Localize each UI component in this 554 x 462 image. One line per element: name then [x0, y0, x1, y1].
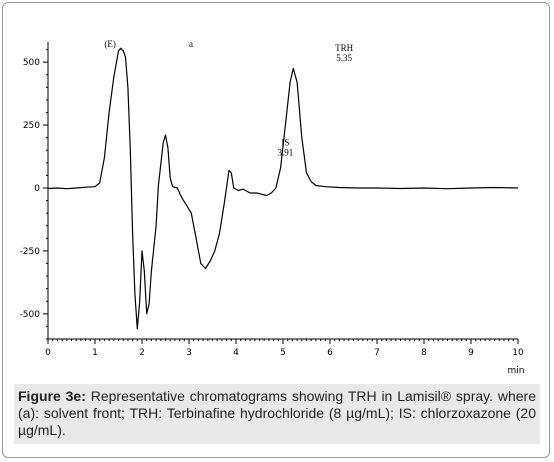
x-tick-label: 4: [233, 348, 239, 358]
x-tick-label: 1: [92, 348, 98, 358]
chart-marks: [47, 47, 519, 330]
x-tick-label: 7: [374, 348, 380, 358]
x-tick-label: 10: [512, 348, 524, 358]
y-tick-label: 500: [23, 58, 40, 68]
y-tick-label: -500: [20, 310, 41, 320]
figure-frame: [2, 2, 550, 458]
figure-caption: Figure 3e: Representative chromatograms …: [14, 384, 540, 444]
x-tick-label: 3: [186, 348, 192, 358]
x-tick-label: 0: [45, 348, 51, 358]
y-tick-label: 0: [34, 184, 40, 194]
x-tick-label: 9: [468, 348, 474, 358]
x-tick-label: 5: [280, 348, 286, 358]
chart-labels: 0 1 2 3 4 5 6 7 8 9 10 500 250 0 -250 -500 min (E) a TRH5.3…: [20, 39, 525, 376]
peak-annotation-value: 5.35: [336, 53, 352, 63]
peak-annotation-value: 3.91: [277, 148, 293, 158]
x-tick-label: 6: [327, 348, 333, 358]
y-tick-label: 250: [23, 121, 40, 131]
caption-text: Representative chromatograms showing TRH…: [18, 388, 536, 438]
x-tick-label: 2: [139, 348, 145, 358]
peak-annotation-label: IS: [281, 138, 289, 148]
chart-axes: [43, 42, 519, 344]
y-tick-label: -250: [20, 247, 41, 257]
peak-annotation-label: (E): [104, 39, 116, 49]
peak-annotation-label: a: [189, 39, 193, 49]
peak-annotation-label: TRH: [335, 43, 354, 53]
x-tick-label: 8: [421, 348, 427, 358]
x-axis-label: min: [508, 366, 525, 376]
caption-label: Figure 3e:: [18, 388, 86, 404]
chromatogram-series-line: [47, 47, 519, 330]
